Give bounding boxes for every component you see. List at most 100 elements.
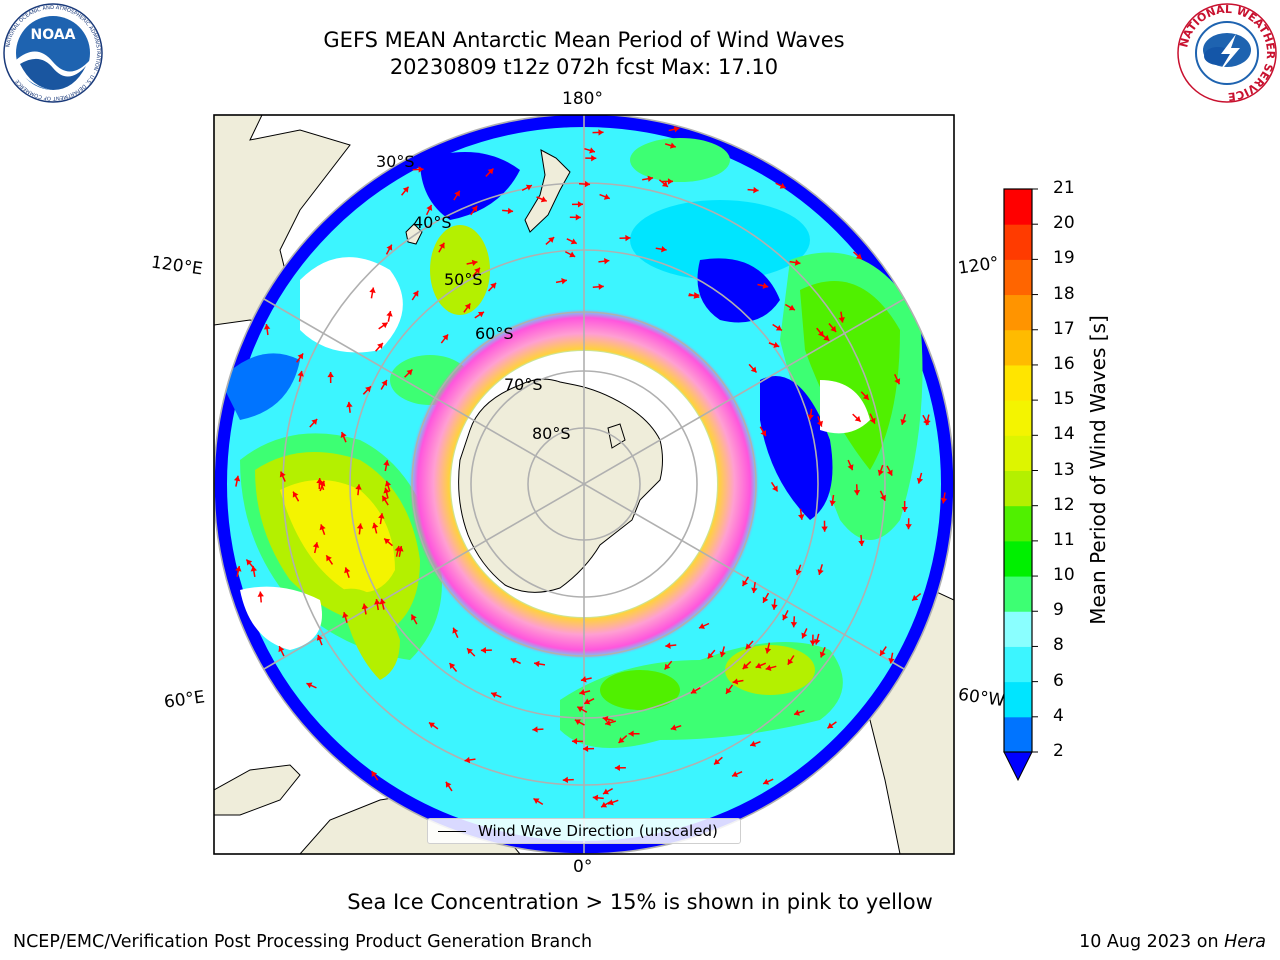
footer-date-text: 10 Aug 2023 on — [1079, 932, 1219, 952]
wind-arrow-head — [356, 523, 364, 529]
nws-logo: NATIONAL WEATHER SERVICE — [1177, 3, 1277, 103]
wind-arrow-head — [344, 567, 351, 574]
footer-machine: Hera — [1224, 932, 1266, 952]
wind-arrow-head — [830, 325, 837, 332]
wind-arrow-head — [548, 237, 555, 243]
wind-arrow-head — [525, 184, 532, 191]
wind-arrow-head — [327, 371, 334, 378]
wind-arrow-head — [901, 506, 908, 513]
wind-arrow-head — [714, 758, 720, 765]
wind-arrow-head — [487, 168, 494, 175]
wind-arrow-head — [614, 764, 620, 772]
wind-arrow-head — [378, 513, 385, 519]
colorbar-tick-label: 19 — [1053, 248, 1075, 269]
colorbar-tick-label: 4 — [1053, 705, 1064, 726]
wind-arrow-head — [369, 287, 376, 294]
wind-arrow-head — [263, 324, 271, 330]
wind-arrow-head — [764, 647, 772, 654]
wind-arrow-head — [532, 726, 538, 733]
wind-arrow-head — [888, 657, 895, 664]
colorbar-tick-label: 18 — [1053, 283, 1075, 304]
wind-arrow-head — [647, 175, 654, 182]
colorbar-tick-label: 14 — [1053, 424, 1075, 445]
wind-arrow-head — [592, 794, 599, 802]
wind-arrow-head — [858, 540, 865, 546]
wind-arrow-head — [306, 682, 313, 689]
wind-arrow-head — [814, 638, 821, 645]
wind-arrow-head — [346, 401, 353, 408]
wind-arrow-head — [374, 599, 381, 605]
wind-arrow-head — [342, 612, 349, 618]
wind-arrow-head — [819, 651, 826, 658]
wind-arrow-head — [510, 657, 517, 664]
wind-arrow-head — [673, 126, 680, 133]
wind-arrow-head — [490, 282, 497, 289]
wind-arrow-head — [365, 386, 371, 393]
wind-arrow-head — [340, 432, 347, 438]
plot-title: GEFS MEAN Antarctic Mean Period of Wind … — [323, 28, 845, 52]
lat-label-60s: 60°S — [475, 324, 514, 343]
wind-arrow-head — [750, 740, 757, 747]
wind-arrow-head — [923, 418, 929, 425]
wind-arrow-head — [278, 646, 285, 653]
colorbar-segment — [1004, 224, 1032, 260]
map-legend: Wind Wave Direction (unscaled) — [427, 818, 741, 844]
wind-arrow-head — [670, 724, 677, 731]
wind-arrow-head — [750, 366, 757, 373]
colorbar-segment — [1004, 400, 1032, 436]
wind-arrow-head — [477, 311, 484, 318]
wind-arrow-head — [787, 658, 794, 665]
lat-label-50s: 50°S — [444, 270, 483, 289]
wind-arrow-head — [471, 259, 478, 266]
wind-arrow-head — [297, 370, 304, 377]
noaa-logo-text: NOAA — [31, 27, 76, 43]
colorbar-tick-label: 9 — [1053, 600, 1064, 621]
wind-arrow-head — [316, 634, 323, 641]
lon-label-0: 0° — [573, 857, 593, 877]
wind-arrow-head — [869, 417, 876, 424]
wind-arrow-head — [880, 649, 886, 656]
wind-arrow-head — [763, 778, 770, 785]
lat-label-80s: 80°S — [532, 424, 571, 443]
wind-arrow-head — [312, 542, 320, 548]
wind-arrow-head — [406, 369, 413, 376]
legend-line-sample — [438, 831, 466, 832]
wind-arrow-head — [474, 267, 480, 274]
wind-arrow-head — [801, 632, 808, 639]
wind-arrow-head — [372, 522, 379, 529]
colorbar-segment — [1004, 470, 1032, 507]
wind-arrow-head — [591, 154, 597, 162]
footer-date: 10 Aug 2023 on Hera — [1079, 932, 1266, 952]
lat-label-30s: 30°S — [376, 152, 415, 171]
colorbar-tick-label: 2 — [1053, 741, 1064, 761]
wind-arrow-head — [464, 756, 471, 764]
wind-arrow-head — [467, 648, 473, 655]
wind-arrow-head — [452, 627, 459, 634]
wind-arrow-head — [853, 490, 861, 496]
wind-arrow-head — [233, 475, 241, 482]
wind-arrow-head — [771, 604, 778, 610]
wind-arrow-head — [854, 415, 861, 422]
wind-arrow-head — [827, 722, 834, 729]
wind-wave-arrows — [233, 126, 948, 808]
wind-arrow-head — [742, 580, 748, 587]
lon-label-180: 180° — [562, 89, 603, 109]
wind-arrow-head — [316, 478, 323, 484]
wind-arrow-head — [782, 614, 789, 621]
wind-arrow-head — [580, 676, 587, 683]
wind-arrow-head — [326, 555, 332, 562]
noaa-logo: NOAA NATIONAL OCEANIC AND ATMOSPHERIC AD… — [3, 3, 103, 103]
wind-arrow-head — [379, 598, 386, 605]
wind-arrow-head — [855, 253, 862, 260]
wind-arrow-head — [707, 652, 714, 659]
wind-arrow-head — [397, 546, 404, 552]
wind-arrow-head — [601, 801, 608, 808]
colorbar-segment — [1004, 611, 1032, 647]
wind-arrow-head — [725, 687, 732, 694]
footer-credit: NCEP/EMC/Verification Post Processing Pr… — [13, 932, 593, 952]
wind-arrow-head — [311, 418, 318, 425]
wind-arrow-head — [439, 242, 445, 249]
wind-arrow-head — [751, 587, 758, 594]
wind-arrow-head — [905, 524, 912, 530]
